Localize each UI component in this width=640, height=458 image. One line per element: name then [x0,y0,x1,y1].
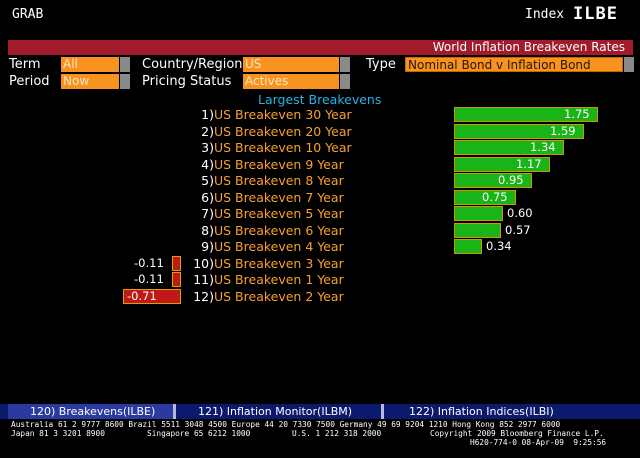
row-number: 12) [193,289,214,304]
period-dropdown-button[interactable] [120,74,130,89]
list-item[interactable]: 11)US Breakeven 1 Year [188,272,344,288]
row-security-name[interactable]: US Breakeven 6 Year [214,223,344,238]
list-item[interactable]: 2)US Breakeven 20 Year [188,124,352,140]
footer: Australia 61 2 9777 8600 Brazil 5511 304… [0,420,640,458]
bar [454,173,532,188]
type-dropdown-button[interactable] [624,57,634,72]
term-dropdown-button[interactable] [120,57,130,72]
row-number: 2) [201,124,214,139]
list-item[interactable]: 6)US Breakeven 7 Year [188,190,344,206]
bar [454,107,598,122]
function-tabs: 120) Breakevens(ILBE) 121) Inflation Mon… [0,404,640,419]
list-item[interactable]: 8)US Breakeven 6 Year [188,223,344,239]
footer-contacts-japan: Japan 81 3 3201 8900 [11,429,105,438]
footer-contacts-line1: Australia 61 2 9777 8600 Brazil 5511 304… [11,420,561,429]
term-label: Term [9,57,41,72]
tab-inflation-indices[interactable]: 122) Inflation Indices(ILBI) [409,405,554,418]
period-label: Period [9,74,50,89]
row-number: 11) [193,272,214,287]
row-number: 1) [201,107,214,122]
list-item[interactable]: 1)US Breakeven 30 Year [188,107,352,123]
term-field[interactable]: All [61,57,119,72]
value-label: 0.57 [505,223,531,237]
country-dropdown-button[interactable] [340,57,350,72]
country-label: Country/Region [142,57,243,72]
row-number: 10) [193,256,214,271]
footer-contacts-us: U.S. 1 212 318 2000 [292,429,382,438]
type-label: Type [366,57,396,72]
bar [454,190,516,205]
row-security-name[interactable]: US Breakeven 4 Year [214,239,344,254]
row-security-name[interactable]: US Breakeven 10 Year [214,140,352,155]
title-strip: World Inflation Breakeven Rates [8,40,633,55]
row-security-name[interactable]: US Breakeven 1 Year [214,272,344,287]
bar [123,289,181,304]
bar [454,140,564,155]
bar [454,239,482,254]
footer-contacts-singapore: Singapore 65 6212 1000 [147,429,251,438]
value-label: 0.60 [507,206,533,220]
row-number: 7) [201,206,214,221]
type-field[interactable]: Nominal Bond v Inflation Bond [405,57,623,72]
value-label: 1.34 [530,140,556,154]
row-number: 8) [201,223,214,238]
tab-separator [381,404,384,419]
row-security-name[interactable]: US Breakeven 2 Year [214,289,344,304]
list-item[interactable]: 5)US Breakeven 8 Year [188,173,344,189]
value-label: 0.34 [486,239,512,253]
bar [454,124,584,139]
tab-inflation-monitor[interactable]: 121) Inflation Monitor(ILBM) [198,405,353,418]
pricing-status-field[interactable]: Actives [243,74,339,89]
row-security-name[interactable]: US Breakeven 7 Year [214,190,344,205]
value-label: -0.11 [134,256,164,270]
period-field[interactable]: Now [61,74,119,89]
top-bar: GRAB Index ILBE [0,0,640,32]
tab-separator [173,404,176,419]
value-label: -0.11 [134,272,164,286]
row-security-name[interactable]: US Breakeven 9 Year [214,157,344,172]
section-title: Largest Breakevens [258,92,382,107]
bar [454,157,550,172]
list-item[interactable]: 10)US Breakeven 3 Year [188,256,344,272]
value-label: 0.95 [498,173,524,187]
row-security-name[interactable]: US Breakeven 20 Year [214,124,352,139]
row-security-name[interactable]: US Breakeven 30 Year [214,107,352,122]
row-number: 3) [201,140,214,155]
list-item[interactable]: 4)US Breakeven 9 Year [188,157,344,173]
row-security-name[interactable]: US Breakeven 5 Year [214,206,344,221]
grab-label[interactable]: GRAB [12,7,44,22]
value-label: 1.17 [516,157,542,171]
row-number: 4) [201,157,214,172]
value-label: -0.71 [127,289,157,303]
bar [172,272,181,287]
tab-breakevens[interactable]: 120) Breakevens(ILBE) [8,404,173,419]
bar [454,223,501,238]
value-label: 1.59 [550,124,576,138]
index-code: ILBE [573,4,618,24]
index-label: Index [525,7,565,22]
bar [172,256,181,271]
row-number: 9) [201,239,214,254]
footer-copyright: Copyright 2009 Bloomberg Finance L.P. [430,429,604,438]
list-item[interactable]: 7)US Breakeven 5 Year [188,206,344,222]
footer-timestamp: H620-774-0 08-Apr-09 9:25:56 [470,438,607,447]
bar [454,206,503,221]
value-label: 1.75 [564,107,590,121]
row-security-name[interactable]: US Breakeven 3 Year [214,256,344,271]
row-number: 5) [201,173,214,188]
list-item[interactable]: 9)US Breakeven 4 Year [188,239,344,255]
row-security-name[interactable]: US Breakeven 8 Year [214,173,344,188]
list-item[interactable]: 12)US Breakeven 2 Year [188,289,344,305]
page-title: World Inflation Breakeven Rates [432,40,625,54]
list-item[interactable]: 3)US Breakeven 10 Year [188,140,352,156]
pricing-status-label: Pricing Status [142,74,232,89]
row-number: 6) [201,190,214,205]
value-label: 0.75 [482,190,508,204]
pricing-status-dropdown-button[interactable] [340,74,350,89]
country-field[interactable]: US [243,57,339,72]
